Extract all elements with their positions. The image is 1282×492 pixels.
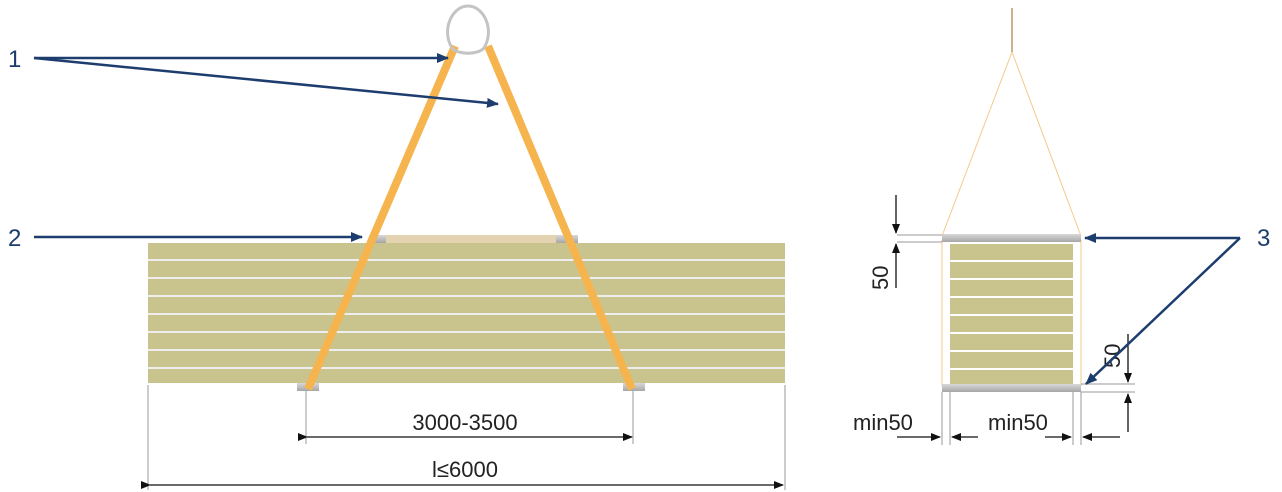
panel [148, 315, 785, 331]
callout-2: 2 [8, 225, 21, 252]
panel [148, 351, 785, 367]
panel-stack-front [148, 243, 785, 383]
panel-stack-side [950, 244, 1073, 384]
top-spacer [370, 235, 578, 243]
dim-min-right-label: min50 [988, 410, 1048, 435]
panel-end [950, 316, 1073, 332]
panel-end [950, 352, 1073, 368]
dim-min-left [897, 392, 978, 445]
panel-end [950, 298, 1073, 314]
dim-side-top [892, 195, 942, 288]
panel-end [950, 280, 1073, 296]
dim-min-left-label: min50 [853, 410, 913, 435]
side-top-spacer [942, 234, 1081, 242]
callout-1: 1 [8, 46, 21, 73]
dim-length [141, 385, 786, 490]
panel-end [950, 370, 1073, 384]
side-sling [941, 8, 1082, 386]
lifting-straps [304, 44, 636, 391]
panel [148, 297, 785, 313]
dim-side-top-label: 50 [868, 266, 893, 290]
hook-ring-icon [446, 4, 490, 55]
dim-min-right [1045, 392, 1120, 445]
panel [148, 333, 785, 349]
dim-spacing [298, 391, 634, 444]
panel-end [950, 334, 1073, 350]
panel [148, 243, 785, 259]
panel-end [950, 262, 1073, 278]
dim-length-label: l≤6000 [432, 457, 498, 482]
panel [148, 261, 785, 277]
callout-1-arrows [33, 53, 499, 108]
callout-3: 3 [1257, 225, 1270, 252]
dim-spacing-label: 3000-3500 [412, 410, 517, 435]
panel-end [950, 244, 1073, 260]
panel [148, 279, 785, 295]
side-bottom-spacer [942, 384, 1081, 392]
panel [148, 369, 785, 383]
dim-side-bottom-label: 50 [1100, 344, 1125, 368]
callout-3-arrows [1084, 233, 1241, 385]
